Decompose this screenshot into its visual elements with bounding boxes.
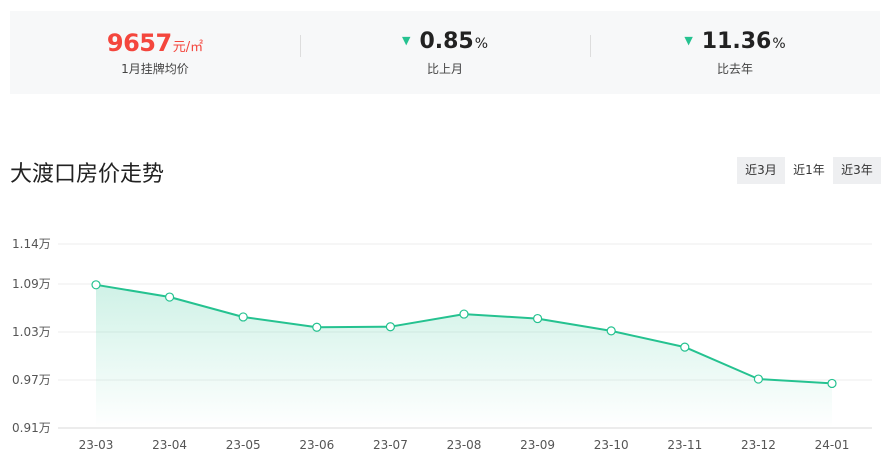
data-point[interactable] <box>680 342 690 352</box>
mom-change-stat: ▼ 0.85 % 比上月 <box>300 29 590 77</box>
down-arrow-icon: ▼ <box>401 33 411 47</box>
yoy-change-value: 11.36 <box>701 28 772 54</box>
data-point[interactable] <box>606 326 616 336</box>
yoy-change-label: 比去年 <box>716 61 753 76</box>
data-point[interactable] <box>532 313 543 324</box>
data-point[interactable] <box>385 322 395 332</box>
avg-price-unit: 元/㎡ <box>172 39 204 55</box>
y-tick-label: 0.97万 <box>12 373 51 387</box>
mom-change-label: 比上月 <box>426 61 463 76</box>
x-tick-label: 23-04 <box>152 438 187 452</box>
x-tick-label: 23-10 <box>594 438 629 452</box>
avg-price-value: 9657 <box>106 28 172 57</box>
data-point[interactable] <box>753 374 764 384</box>
x-tick-label: 23-12 <box>741 438 776 452</box>
avg-price-label: 1月挂牌均价 <box>121 61 189 76</box>
data-point[interactable] <box>165 292 175 302</box>
data-point[interactable] <box>91 280 101 290</box>
mom-change-value: 0.85 <box>419 28 474 54</box>
data-point[interactable] <box>827 378 837 389</box>
x-tick-label: 23-07 <box>373 438 408 452</box>
x-tick-label: 23-08 <box>447 438 482 452</box>
tab-1-year[interactable]: 近1年 <box>785 157 833 184</box>
tab-3-years[interactable]: 近3年 <box>833 157 881 184</box>
y-tick-label: 1.03万 <box>12 325 51 339</box>
data-point[interactable] <box>459 309 469 319</box>
mom-change-unit: % <box>474 35 489 52</box>
tab-3-months[interactable]: 近3月 <box>737 157 785 184</box>
series-area <box>96 284 832 428</box>
x-tick-label: 23-06 <box>299 438 334 452</box>
chart-title: 大渡口房价走势 <box>10 162 165 187</box>
x-tick-label: 23-11 <box>667 438 702 452</box>
down-arrow-icon: ▼ <box>684 33 693 47</box>
y-tick-label: 1.09万 <box>12 277 51 291</box>
avg-price-stat: 9657 元/㎡ 1月挂牌均价 <box>10 29 300 77</box>
yoy-change-stat: ▼ 11.36 % 比去年 <box>590 29 880 77</box>
data-point[interactable] <box>312 322 322 332</box>
x-tick-label: 24-01 <box>815 438 850 452</box>
price-summary-panel: 9657 元/㎡ 1月挂牌均价 ▼ 0.85 % 比上月 ▼ 11.36 % 比… <box>10 11 880 94</box>
x-tick-label: 23-03 <box>79 438 114 452</box>
range-tabs: 近3月 近1年 近3年 <box>737 157 881 184</box>
x-tick-label: 23-05 <box>226 438 261 452</box>
y-tick-label: 1.14万 <box>12 237 51 251</box>
y-tick-label: 0.91万 <box>12 421 51 435</box>
x-tick-label: 23-09 <box>520 438 555 452</box>
yoy-change-unit: % <box>772 35 786 52</box>
data-point[interactable] <box>238 312 248 322</box>
